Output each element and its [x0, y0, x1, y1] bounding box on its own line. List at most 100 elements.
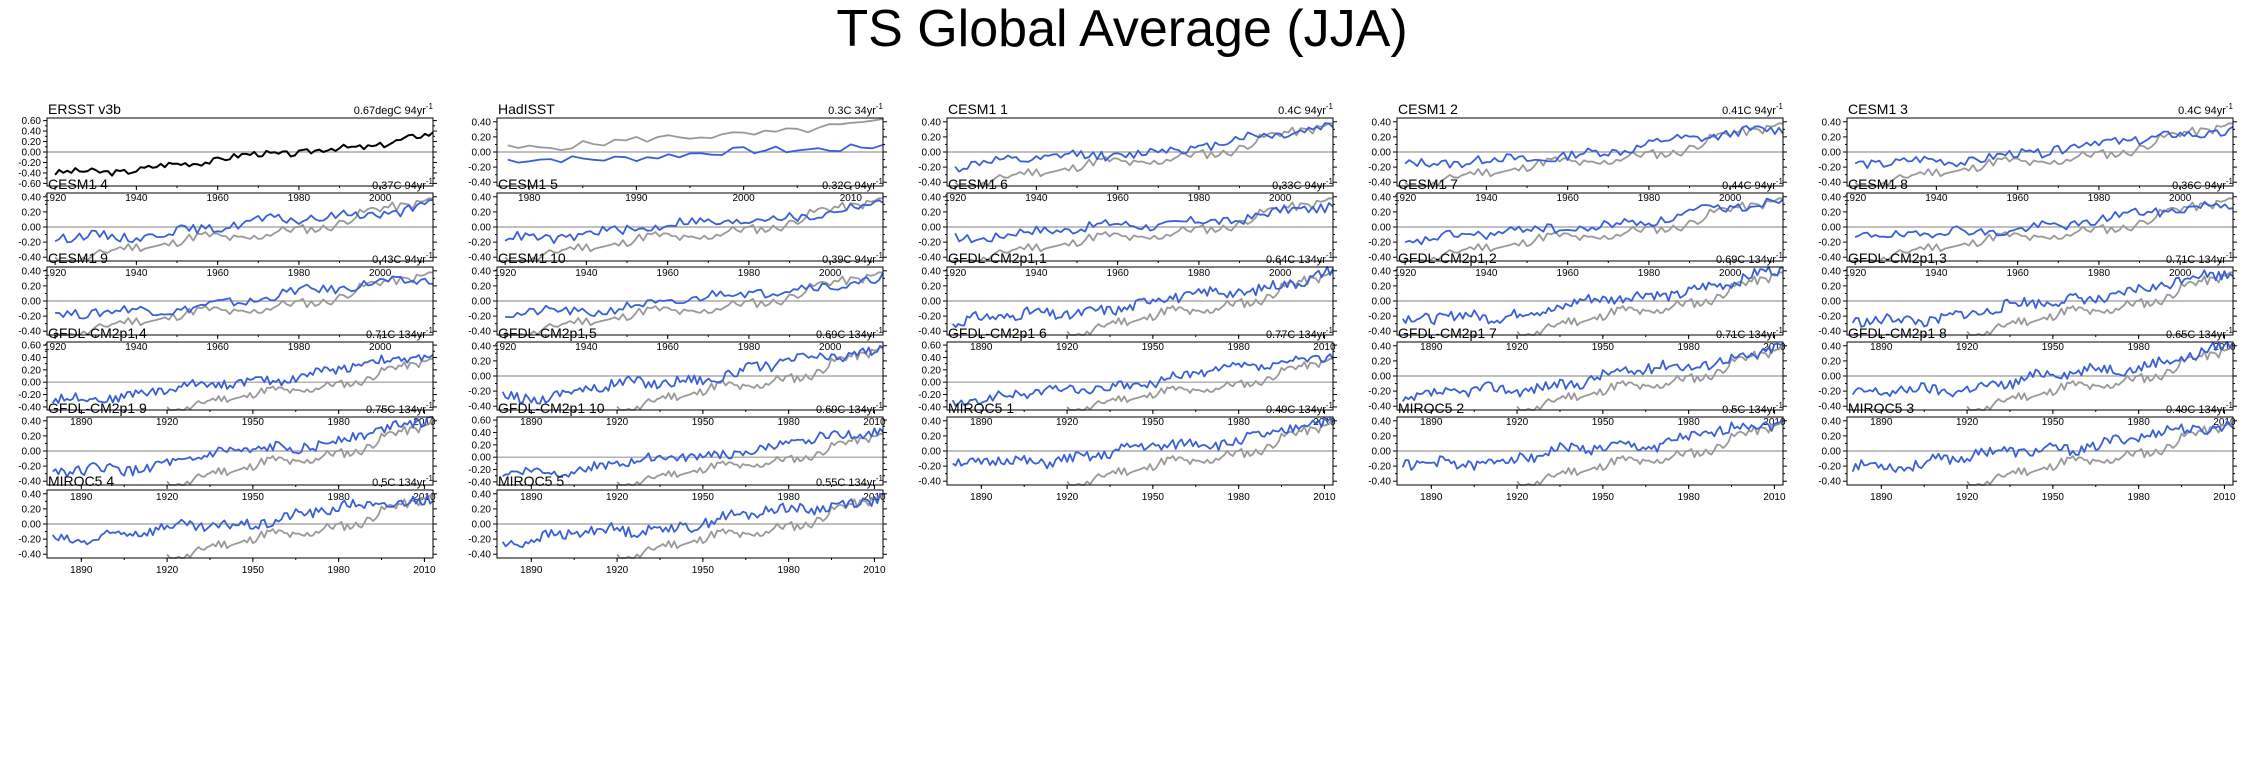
panel-title: CESM1 3 [1848, 101, 1908, 117]
series-line-model [1401, 266, 1784, 326]
y-tick-label: 0.40 [472, 428, 492, 439]
y-tick-label: -0.40 [18, 253, 41, 264]
trend-label: 0.55C 134yr-1 [816, 474, 884, 489]
y-tick-label: 0.00 [1822, 148, 1842, 159]
y-tick-label: 0.40 [1372, 192, 1392, 203]
panel-title: CESM1 2 [1398, 101, 1458, 117]
x-tick-label: 2010 [863, 565, 886, 576]
y-tick-label: 0.00 [1822, 372, 1842, 383]
series-line-obs_overlay [166, 357, 434, 411]
x-tick-label: 1890 [520, 417, 543, 428]
y-tick-label: -0.20 [468, 465, 491, 476]
trend-label: 0.5C 134yr-1 [1722, 401, 1783, 416]
series-line-model [954, 122, 1334, 173]
x-tick-label: 1940 [1475, 193, 1498, 204]
y-tick-label: 0.00 [1372, 447, 1392, 458]
x-tick-label: 1920 [606, 417, 629, 428]
series-line-observed [54, 131, 434, 177]
y-tick-label: -0.20 [1368, 163, 1391, 174]
panel-title: CESM1 10 [498, 250, 566, 266]
x-tick-label: 1920 [44, 268, 67, 279]
y-tick-label: 0.40 [1822, 341, 1842, 352]
x-tick-label: 1890 [70, 565, 93, 576]
x-tick-label: 1950 [1592, 342, 1615, 353]
trend-superscript: -1 [426, 401, 434, 410]
panel-26: -0.40 -0.20 0.00 0.20 0.40 1890 1920 1950 1980 20… [18, 473, 437, 576]
x-tick-label: 1920 [1956, 342, 1979, 353]
y-tick-label: -0.40 [18, 402, 41, 413]
x-tick-label: 1950 [1142, 417, 1165, 428]
x-tick-label: 1960 [657, 342, 680, 353]
panel-24: -0.40 -0.20 0.00 0.20 0.40 1890 1920 1950 1980 20… [1368, 400, 1787, 503]
series-line-obs_overlay [507, 118, 884, 152]
y-tick-label: 0.20 [922, 281, 942, 292]
y-tick-label: 0.20 [1372, 281, 1392, 292]
y-tick-label: 0.40 [922, 117, 942, 128]
trend-label: 0.71C 134yr-1 [366, 326, 434, 341]
trend-superscript: -1 [876, 102, 884, 111]
panel-title: CESM1 6 [948, 176, 1008, 192]
y-tick-label: 0.20 [1372, 132, 1392, 143]
x-tick-label: 1980 [518, 193, 541, 204]
y-tick-label: -0.40 [1818, 327, 1841, 338]
y-tick-label: -0.40 [918, 402, 941, 413]
y-tick-label: -0.20 [468, 387, 491, 398]
y-tick-label: -0.40 [468, 402, 491, 413]
panel-title: GFDL-CM2p1 3 [1848, 250, 1947, 266]
y-tick-label: -0.40 [918, 477, 941, 488]
trend-superscript: -1 [1776, 326, 1784, 335]
x-tick-label: 1950 [242, 417, 265, 428]
y-tick-label: 0.00 [1372, 372, 1392, 383]
y-tick-label: -0.20 [18, 535, 41, 546]
series-line-obs_overlay [166, 421, 434, 486]
trend-superscript: -1 [426, 251, 434, 260]
series-line-obs_overlay [616, 432, 884, 486]
y-tick-label: -0.40 [1818, 402, 1841, 413]
y-tick-label: 0.40 [922, 353, 942, 364]
y-tick-label: -0.20 [1818, 312, 1841, 323]
y-tick-label: 0.00 [472, 372, 492, 383]
x-tick-label: 1980 [2128, 492, 2151, 503]
trend-superscript: -1 [1776, 251, 1784, 260]
panel-title: GFDL-CM2p1 2 [1398, 250, 1497, 266]
y-tick-label: -0.40 [468, 477, 491, 488]
x-tick-label: 1950 [692, 565, 715, 576]
y-tick-label: -0.20 [1368, 312, 1391, 323]
x-tick-label: 1980 [328, 565, 351, 576]
y-tick-label: 0.20 [22, 431, 42, 442]
x-tick-label: 2010 [1313, 342, 1336, 353]
y-tick-label: 0.20 [1822, 356, 1842, 367]
panel-title: GFDL-CM2p1 5 [498, 325, 597, 341]
y-tick-label: 0.40 [22, 192, 42, 203]
trend-label: 0.49C 134yr-1 [1266, 401, 1334, 416]
x-tick-label: 1980 [778, 492, 801, 503]
x-tick-label: 2010 [413, 492, 436, 503]
series-line-obs_overlay [1066, 357, 1334, 411]
x-tick-label: 1950 [1592, 417, 1615, 428]
y-tick-label: 0.40 [1822, 416, 1842, 427]
panel-15: -0.40 -0.20 0.00 0.20 0.40 1890 1920 1950 1980 20… [1818, 250, 2237, 353]
trend-superscript: -1 [426, 474, 434, 483]
x-tick-label: 1890 [970, 492, 993, 503]
trend-superscript: -1 [1326, 326, 1334, 335]
series-line-model [952, 416, 1334, 470]
x-tick-label: 1980 [738, 342, 761, 353]
x-tick-label: 1920 [606, 492, 629, 503]
x-tick-label: 1920 [1506, 492, 1529, 503]
trend-superscript: -1 [426, 177, 434, 186]
x-tick-label: 1890 [1420, 342, 1443, 353]
x-tick-label: 1920 [44, 342, 67, 353]
series-line-model [1851, 420, 2234, 473]
x-tick-label: 1920 [494, 268, 517, 279]
trend-superscript: -1 [1326, 177, 1334, 186]
y-tick-label: -0.40 [918, 178, 941, 189]
x-tick-label: 1920 [156, 492, 179, 503]
trend-superscript: -1 [2226, 401, 2234, 410]
panel-title: GFDL-CM2p1 7 [1398, 325, 1497, 341]
panel-19: -0.40 -0.20 0.00 0.20 0.40 1890 1920 1950 1980 20… [1368, 325, 1787, 428]
panel-title: CESM1 7 [1398, 176, 1458, 192]
x-tick-label: 1920 [944, 268, 967, 279]
